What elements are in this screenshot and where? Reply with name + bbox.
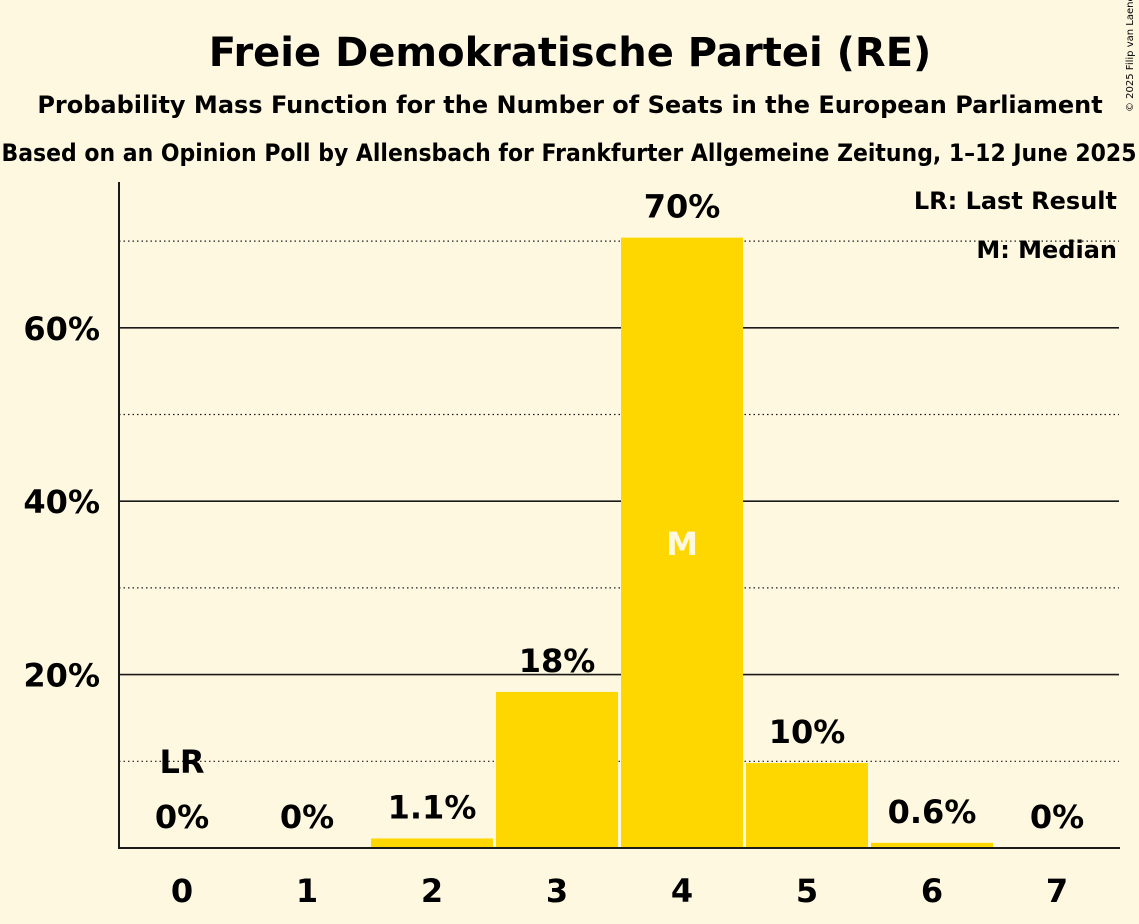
x-tick-label: 2 [421,872,443,910]
median-marker: M [666,525,698,563]
chart-subtitle: Probability Mass Function for the Number… [37,91,1102,119]
x-tick-label: 7 [1046,872,1068,910]
x-tick-label: 3 [546,872,568,910]
legend: LR: Last Result M: Median [914,187,1117,264]
y-axis-ticks: 20% 40% 60% [23,310,100,695]
bar-3 [496,691,618,848]
legend-median: M: Median [976,236,1117,264]
x-axis-ticks: 0 1 2 3 4 5 6 7 [171,872,1068,910]
bar-6 [871,842,993,848]
x-tick-label: 4 [671,872,693,910]
y-tick-label: 40% [23,483,100,521]
bar-2 [371,838,493,848]
bar-value-label: 0.6% [888,793,977,831]
bar-value-label: 18% [519,642,596,680]
x-tick-label: 6 [921,872,943,910]
bar-value-label: 10% [769,713,846,751]
x-tick-label: 5 [796,872,818,910]
x-tick-label: 0 [171,872,193,910]
gridlines [119,240,1119,762]
chart-title: Freie Demokratische Partei (RE) [209,30,932,76]
bars [371,237,993,848]
bar-value-label: 70% [644,188,721,226]
bar-4 [621,237,743,848]
y-tick-label: 20% [23,657,100,695]
legend-last-result: LR: Last Result [914,187,1117,215]
bar-value-label: 0% [280,798,334,836]
bar-value-label: 1.1% [388,788,477,826]
copyright: © 2025 Filip van Laenen [1125,0,1136,112]
x-tick-label: 1 [296,872,318,910]
y-tick-label: 60% [23,310,100,348]
last-result-marker: LR [159,743,204,781]
bar-5 [746,763,868,848]
bar-labels: 0% 0% 1.1% 18% 70% 10% 0.6% 0% LR M [155,188,1084,836]
bar-value-label: 0% [155,798,209,836]
bar-value-label: 0% [1030,798,1084,836]
chart-source: Based on an Opinion Poll by Allensbach f… [2,139,1137,167]
